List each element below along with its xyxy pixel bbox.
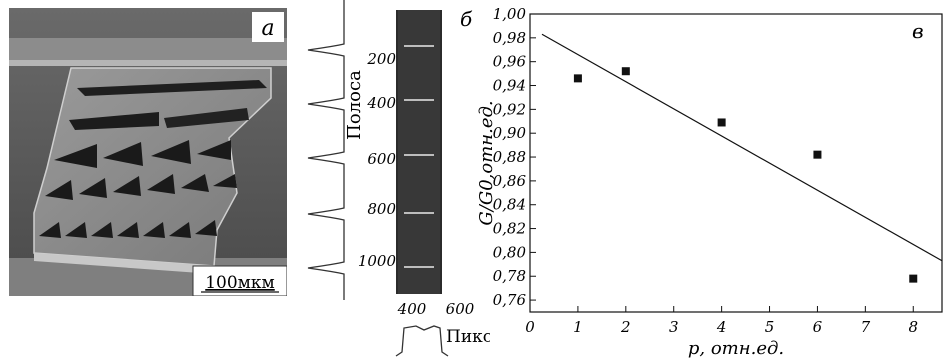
spectrum-panel: 200 400 600 800 1000 Полоса б 400 600 Пи… — [300, 0, 522, 358]
spectrum-figure: 200 400 600 800 1000 Полоса б 400 600 Пи… — [307, 0, 522, 357]
x-tick-label: 6 — [813, 318, 823, 336]
plot-frame — [529, 13, 943, 313]
y-tick-label: 600 — [367, 150, 396, 168]
panel-letter-c: в — [912, 19, 924, 43]
x-tick-label: 8 — [908, 318, 918, 336]
x-tick-label: 5 — [765, 318, 775, 336]
y-tick-label: 0,98 — [493, 29, 526, 47]
fit-line — [541, 33, 943, 262]
y-tick-label: 0,96 — [493, 53, 527, 71]
y-tick-label: 400 — [366, 94, 396, 112]
y-tick-label: 0,90 — [493, 124, 527, 142]
y-tick-label: 0,76 — [493, 291, 527, 309]
y-tick-label: 0,92 — [493, 100, 526, 118]
x-tick-label: 0 — [525, 318, 535, 336]
y-tick-label: 0,80 — [493, 243, 527, 261]
x-tick-label: 2 — [620, 318, 631, 336]
sem-photo: а 100мкм — [9, 8, 288, 297]
y-tick-label: 1000 — [358, 252, 397, 270]
y-tick-label: 0,86 — [493, 172, 527, 190]
pixel-profile — [395, 325, 449, 357]
scatter-chart: 0,76 0,78 0,80 0,82 0,84 0,86 0,88 0,90 0,92 0,94… — [476, 5, 943, 359]
intensity-profile — [307, 0, 345, 300]
data-point — [909, 274, 918, 283]
panel-letter-a: а — [261, 16, 274, 41]
x-tick-label: 7 — [861, 318, 871, 336]
data-point — [813, 150, 822, 159]
data-point — [573, 74, 582, 83]
scale-bar-label: 100мкм — [205, 273, 275, 293]
y-tick-label: 800 — [367, 200, 396, 218]
x-tick-label: 400 — [397, 300, 427, 318]
y-tick-label: 0,78 — [493, 267, 526, 285]
y-tick-label: 200 — [366, 50, 396, 68]
y-tick-label: 0,88 — [493, 148, 526, 166]
panel-letter-b: б — [460, 7, 473, 31]
y-axis-label: G/G0,отн.ед. — [476, 100, 497, 225]
y-axis-label: Полоса — [344, 70, 365, 140]
y-tick-label: 0,84 — [493, 196, 526, 214]
data-point — [717, 118, 726, 127]
x-tick-label: 4 — [716, 318, 727, 336]
sem-photo-panel: а 100мкм — [9, 8, 288, 297]
y-tick-label: 0,94 — [493, 77, 526, 95]
y-tick-label: 1,00 — [493, 5, 527, 23]
x-tick-label: 600 — [446, 300, 475, 318]
scatter-chart-panel: 0,76 0,78 0,80 0,82 0,84 0,86 0,88 0,90 0,92 0,94… — [470, 0, 946, 359]
data-point — [621, 67, 630, 76]
x-tick-label: 3 — [669, 318, 679, 336]
x-tick-label: 1 — [573, 318, 583, 336]
y-tick-label: 0,82 — [493, 220, 526, 238]
x-axis-label: p, отн.ед. — [688, 338, 784, 358]
